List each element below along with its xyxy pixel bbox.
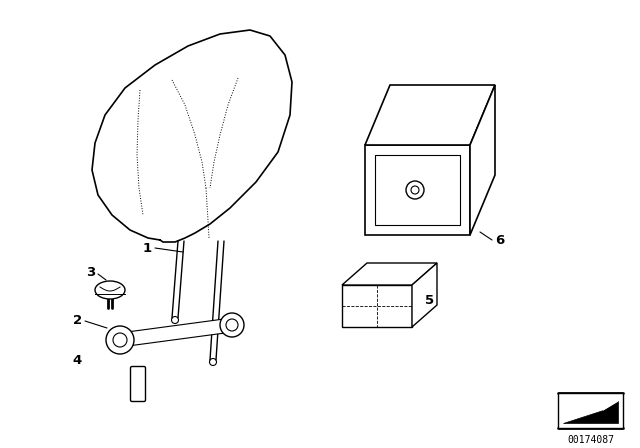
Polygon shape: [119, 318, 233, 347]
Polygon shape: [375, 155, 460, 225]
Text: 6: 6: [495, 233, 504, 246]
Circle shape: [226, 319, 238, 331]
FancyBboxPatch shape: [131, 366, 145, 401]
Circle shape: [172, 316, 179, 323]
Polygon shape: [603, 401, 618, 410]
Circle shape: [411, 186, 419, 194]
Circle shape: [106, 326, 134, 354]
Polygon shape: [342, 285, 412, 327]
Polygon shape: [412, 263, 437, 327]
Polygon shape: [470, 85, 495, 235]
Circle shape: [406, 181, 424, 199]
Text: 3: 3: [86, 266, 95, 279]
Circle shape: [113, 333, 127, 347]
Text: 2: 2: [73, 314, 82, 327]
Text: 00174087: 00174087: [568, 435, 614, 445]
Polygon shape: [342, 263, 437, 285]
Ellipse shape: [95, 281, 125, 299]
Text: 1: 1: [143, 241, 152, 254]
Polygon shape: [365, 145, 470, 235]
Circle shape: [220, 313, 244, 337]
Polygon shape: [365, 85, 495, 145]
Circle shape: [209, 358, 216, 366]
Text: 5: 5: [425, 293, 434, 306]
Text: 4: 4: [73, 353, 82, 366]
Bar: [558, 393, 623, 428]
Polygon shape: [563, 401, 618, 423]
